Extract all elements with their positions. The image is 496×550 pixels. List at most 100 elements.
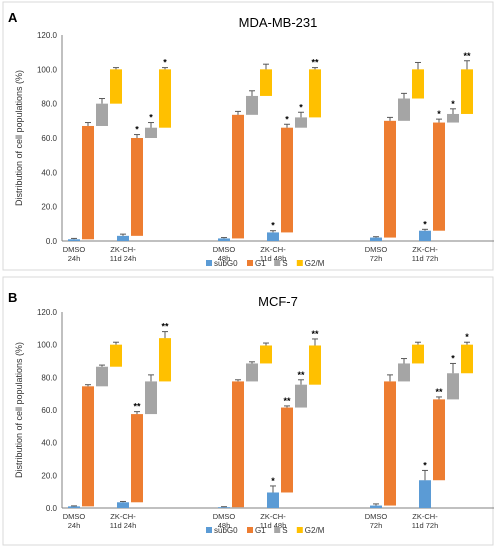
bar-g2m xyxy=(309,345,321,385)
x-category-label: ZK-CH- xyxy=(110,245,136,254)
x-category-label: ZK-CH- xyxy=(260,512,286,521)
bar-g2m xyxy=(159,69,171,128)
bar-g1 xyxy=(232,114,244,239)
significance-marker: * xyxy=(299,102,303,112)
panel-border xyxy=(2,1,494,271)
bar-g1 xyxy=(82,386,94,507)
bar-s xyxy=(295,117,307,128)
panel-label: B xyxy=(8,290,17,305)
bar-subg0 xyxy=(218,238,230,241)
legend-entry: subG0 xyxy=(214,259,238,268)
bar-g2m xyxy=(110,69,122,104)
y-tick-label: 60.0 xyxy=(41,134,57,143)
chart-panel-B: B MCF-7 0.0 20.0 40.0 60.0 80.0 100.0 120.0 Distr… xyxy=(2,276,494,546)
y-tick-label: 100.0 xyxy=(37,65,58,74)
legend-entry: G2/M xyxy=(305,526,325,535)
x-category-label: 11d 72h xyxy=(412,521,439,530)
panel-label: A xyxy=(8,10,18,25)
legend-swatch xyxy=(206,260,212,266)
y-tick-label: 0.0 xyxy=(46,504,58,513)
y-tick-label: 40.0 xyxy=(41,168,57,177)
x-category-label: ZK-CH- xyxy=(412,245,438,254)
x-category-label: DMSO xyxy=(63,512,86,521)
x-category-label: DMSO xyxy=(213,245,236,254)
bar-s xyxy=(246,363,258,382)
y-tick-label: 20.0 xyxy=(41,203,57,212)
chart-panel-A: A MDA-MB-231 0.0 20.0 40.0 60.0 80.0 100.0 120.0… xyxy=(2,1,494,271)
y-tick-label: 80.0 xyxy=(41,100,57,109)
legend-entry: G1 xyxy=(255,526,266,535)
x-category-label: ZK-CH- xyxy=(412,512,438,521)
legend-entry: G1 xyxy=(255,259,266,268)
significance-marker: * xyxy=(163,58,167,68)
bar-g2m xyxy=(412,69,424,99)
significance-marker: * xyxy=(437,109,441,119)
x-category-label: DMSO xyxy=(213,512,236,521)
bar-g2m xyxy=(461,69,473,114)
legend-entry: S xyxy=(282,526,287,535)
bar-g2m xyxy=(461,344,473,374)
y-axis-label: Distribution of cell populations (%) xyxy=(14,342,24,478)
y-tick-label: 60.0 xyxy=(41,406,57,415)
bar-g1 xyxy=(131,414,143,503)
bar-subg0 xyxy=(68,239,80,241)
x-category-label: 11d 48h xyxy=(260,254,287,263)
legend-swatch xyxy=(296,527,303,533)
bar-s xyxy=(447,373,459,400)
x-category-label: 48h xyxy=(218,254,231,263)
y-tick-label: 100.0 xyxy=(37,341,58,350)
bar-s xyxy=(145,127,157,138)
legend-entry: subG0 xyxy=(214,526,238,535)
y-tick-label: 0.0 xyxy=(46,237,58,246)
bar-g2m xyxy=(110,344,122,367)
bar-g1 xyxy=(82,125,94,240)
significance-marker: * xyxy=(271,476,275,486)
bar-subg0 xyxy=(218,507,230,508)
bar-subg0 xyxy=(370,505,382,508)
significance-marker: ** xyxy=(435,387,443,397)
bar-g2m xyxy=(260,69,272,96)
significance-marker: * xyxy=(451,99,455,109)
significance-marker: * xyxy=(135,125,139,135)
bar-s xyxy=(145,381,157,415)
bar-subg0 xyxy=(419,480,431,508)
x-category-label: ZK-CH- xyxy=(110,512,136,521)
bar-subg0 xyxy=(267,232,279,241)
bar-subg0 xyxy=(419,230,431,241)
significance-marker: ** xyxy=(297,370,305,380)
significance-marker: ** xyxy=(311,58,319,68)
significance-marker: ** xyxy=(311,329,319,339)
bar-g1 xyxy=(281,407,293,493)
bar-g1 xyxy=(384,120,396,238)
legend-swatch xyxy=(247,260,253,266)
significance-marker: * xyxy=(423,219,427,229)
legend-entry: G2/M xyxy=(305,259,325,268)
legend-swatch xyxy=(296,260,303,266)
y-axis-label: Distribution of cell populations (%) xyxy=(14,70,24,206)
y-tick-label: 120.0 xyxy=(37,31,58,40)
significance-marker: * xyxy=(451,353,455,363)
legend-swatch xyxy=(274,527,281,533)
x-category-label: 72h xyxy=(370,254,383,263)
significance-marker: ** xyxy=(283,396,291,406)
chart-title: MCF-7 xyxy=(258,294,298,309)
x-category-label: DMSO xyxy=(365,245,388,254)
x-category-label: 24h xyxy=(68,521,81,530)
significance-marker: * xyxy=(271,221,275,231)
x-category-label: DMSO xyxy=(63,245,86,254)
significance-marker: * xyxy=(465,332,469,342)
y-tick-label: 80.0 xyxy=(41,373,57,382)
x-category-label: 11d 24h xyxy=(110,254,137,263)
bar-s xyxy=(96,103,108,126)
x-category-label: 11d 48h xyxy=(260,521,287,530)
significance-marker: ** xyxy=(161,322,169,332)
bar-g1 xyxy=(433,122,445,231)
bar-subg0 xyxy=(68,506,80,508)
x-category-label: ZK-CH- xyxy=(260,245,286,254)
bar-g1 xyxy=(232,381,244,508)
significance-marker: * xyxy=(423,460,427,470)
bar-s xyxy=(447,113,459,123)
bar-s xyxy=(398,98,410,121)
legend-swatch xyxy=(247,527,253,533)
